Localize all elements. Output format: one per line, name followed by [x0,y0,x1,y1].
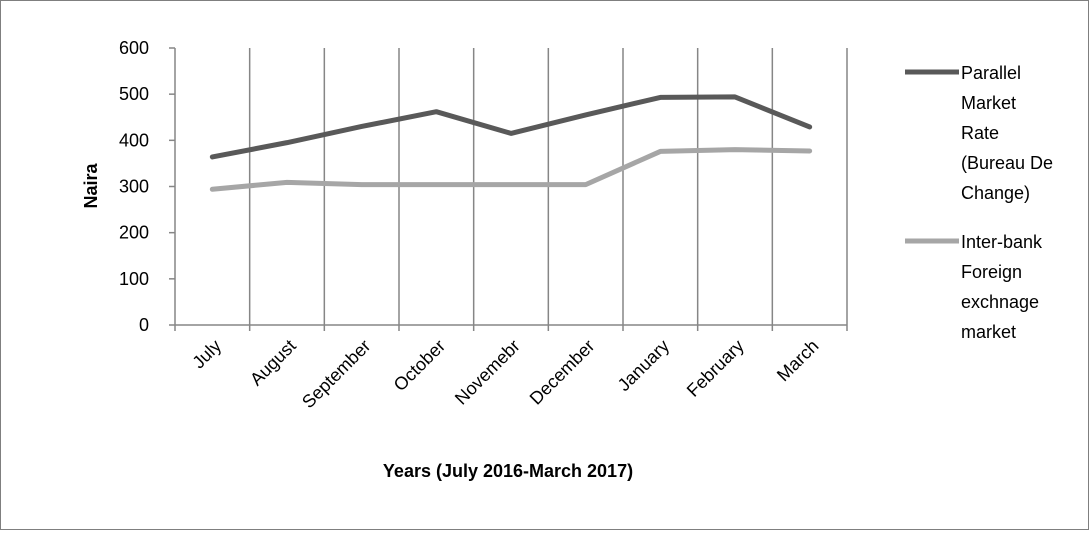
x-axis-title: Years (July 2016-March 2017) [383,461,633,481]
legend-label-2: exchnage [961,292,1039,312]
y-tick-label: 300 [119,177,149,197]
legend-label-1: Change) [961,183,1030,203]
y-tick-label: 200 [119,223,149,243]
legend-label-2: market [961,322,1016,342]
axes [169,47,848,331]
legend-label-1: (Bureau De [961,153,1053,173]
legend-label-1: Rate [961,123,999,143]
series-line-1 [209,94,813,160]
series-lines [209,94,813,192]
series-line-2 [209,147,813,192]
legend: Parallel Market Rate (Bureau De Change) Inter… [905,63,1053,342]
legend-label-2: Foreign [961,262,1022,282]
y-tick-label: 500 [119,84,149,104]
y-tick-label: 0 [139,315,149,335]
legend-label-1: Market [961,93,1016,113]
legend-label-2: Inter-bank [961,232,1043,252]
y-tick-label: 400 [119,130,149,150]
y-axis-title: Naira [81,163,101,209]
y-tick-label: 100 [119,269,149,289]
y-tick-label: 600 [119,38,149,58]
legend-label-1: Parallel [961,63,1021,83]
